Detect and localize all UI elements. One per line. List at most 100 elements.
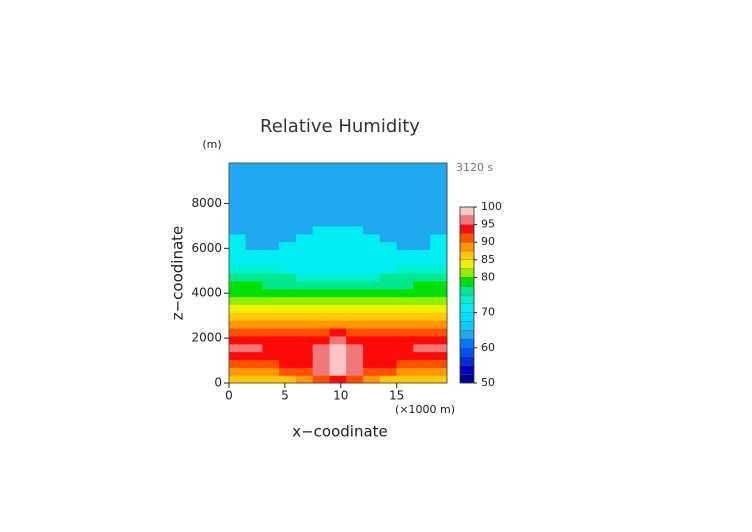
contour-cell — [329, 209, 347, 219]
contour-cell — [396, 304, 415, 313]
contour-cell — [430, 249, 448, 258]
contour-cell — [363, 343, 381, 353]
contour-cell — [396, 225, 415, 235]
colorbar-tick-label: 95 — [481, 218, 495, 231]
contour-cell — [329, 280, 347, 290]
contour-cell — [396, 217, 415, 227]
contour-cell — [346, 280, 364, 290]
contour-cell — [245, 217, 264, 227]
contour-cell — [245, 351, 264, 360]
contour-cell — [228, 343, 247, 353]
contour-cell — [312, 264, 331, 274]
contour-cell — [228, 178, 247, 188]
contour-cell — [413, 225, 431, 235]
contour-cell — [346, 249, 364, 258]
contour-cell — [262, 272, 280, 282]
contour-cell — [329, 186, 347, 195]
contour-cell — [279, 335, 297, 345]
contour-cell — [295, 249, 314, 258]
contour-cell — [396, 162, 415, 172]
contour-cell — [346, 202, 364, 211]
contour-cell — [279, 280, 297, 290]
contour-cell — [245, 288, 264, 298]
contour-cell — [279, 367, 297, 376]
contour-cell — [430, 170, 448, 180]
contour-cell — [430, 217, 448, 227]
colorbar-band — [459, 259, 475, 269]
contour-cell — [346, 327, 364, 337]
y-unit: (m) — [202, 138, 221, 151]
contour-cell — [413, 249, 431, 258]
contour-cell — [312, 296, 331, 305]
contour-cell — [262, 217, 280, 227]
contour-cell — [363, 312, 381, 321]
contour-cell — [413, 257, 431, 266]
contour-cell — [363, 319, 381, 329]
contour-cell — [413, 233, 431, 243]
contour-cell — [363, 178, 381, 188]
contour-cell — [262, 374, 280, 384]
contour-cell — [279, 194, 297, 203]
contour-cell — [228, 367, 247, 376]
contour-cell — [295, 225, 314, 235]
contour-cell — [312, 335, 331, 345]
contour-cell — [363, 249, 381, 258]
contour-cell — [430, 225, 448, 235]
contour-cell — [329, 351, 347, 360]
contour-cell — [379, 304, 398, 313]
contour-cell — [363, 367, 381, 376]
contour-cell — [295, 280, 314, 290]
contour-cell — [295, 367, 314, 376]
contour-cell — [430, 241, 448, 250]
contour-cell — [312, 304, 331, 313]
contour-cell — [295, 162, 314, 172]
contour-cell — [329, 162, 347, 172]
colorbar-tick-label: 100 — [481, 200, 502, 213]
contour-cell — [262, 351, 280, 360]
contour-cell — [262, 335, 280, 345]
contour-cell — [279, 162, 297, 172]
contour-cell — [312, 367, 331, 376]
contour-cell — [413, 202, 431, 211]
y-tick-label: 8000 — [191, 196, 222, 210]
y-tick-label: 2000 — [191, 331, 222, 345]
contour-cell — [245, 194, 264, 203]
contour-cell — [312, 327, 331, 337]
contour-cell — [228, 304, 247, 313]
contour-cell — [312, 257, 331, 266]
contour-cell — [379, 335, 398, 345]
colorbar-band — [459, 206, 475, 216]
x-unit: (×1000 m) — [395, 403, 455, 416]
contour-cell — [379, 327, 398, 337]
contour-cell — [396, 272, 415, 282]
contour-cell — [430, 335, 448, 345]
colorbar-band — [459, 268, 475, 278]
contour-cell — [363, 280, 381, 290]
contour-cell — [295, 304, 314, 313]
contour-cell — [430, 288, 448, 298]
contour-cell — [363, 288, 381, 298]
contour-cell — [228, 272, 247, 282]
contour-cell — [413, 312, 431, 321]
colorbar-band — [459, 374, 475, 384]
contour-cell — [329, 202, 347, 211]
contour-cell — [379, 186, 398, 195]
contour-cell — [312, 343, 331, 353]
contour-cell — [379, 170, 398, 180]
contour-cell — [396, 335, 415, 345]
contour-cell — [363, 272, 381, 282]
y-tick-label: 0 — [214, 376, 222, 390]
colorbar-band — [459, 338, 475, 348]
contour-cell — [363, 296, 381, 305]
contour-cell — [245, 343, 264, 353]
contour-cell — [379, 249, 398, 258]
contour-cell — [329, 272, 347, 282]
colorbar-band — [459, 277, 475, 287]
colorbar-tick-label: 50 — [481, 376, 495, 389]
contour-cell — [228, 335, 247, 345]
contour-cell — [329, 319, 347, 329]
contour-cell — [228, 202, 247, 211]
contour-cell — [430, 312, 448, 321]
contour-cell — [295, 296, 314, 305]
contour-cell — [245, 162, 264, 172]
